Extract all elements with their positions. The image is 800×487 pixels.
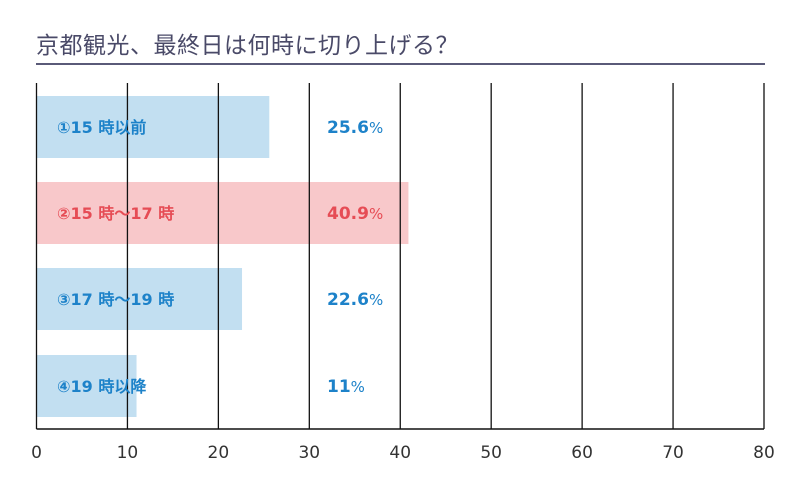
x-tick-label: 30	[298, 443, 320, 463]
x-tick-label: 50	[480, 443, 502, 463]
x-tick-label: 0	[31, 443, 42, 463]
bar	[36, 96, 270, 158]
data-label: 22.6%	[327, 290, 383, 310]
bar	[36, 355, 137, 417]
x-tick-label: 40	[389, 443, 411, 463]
data-label: 11%	[327, 377, 365, 397]
x-tick-label: 20	[208, 443, 230, 463]
data-label: 25.6%	[327, 118, 383, 138]
category-label: ②15 時〜17 時	[57, 204, 174, 223]
bar	[36, 182, 409, 244]
x-tick-label: 70	[662, 443, 684, 463]
category-label: ④19 時以降	[57, 377, 147, 396]
category-label: ①15 時以前	[57, 118, 146, 137]
chart-title: 京都観光、最終日は何時に切り上げる？	[36, 33, 459, 59]
x-tick-label: 80	[753, 443, 775, 463]
category-label: ③17 時〜19 時	[57, 290, 174, 309]
data-label: 40.9%	[327, 204, 383, 224]
title-underline	[36, 63, 765, 65]
bar	[36, 268, 243, 330]
x-tick-label: 60	[571, 443, 593, 463]
x-tick-label: 10	[117, 443, 139, 463]
